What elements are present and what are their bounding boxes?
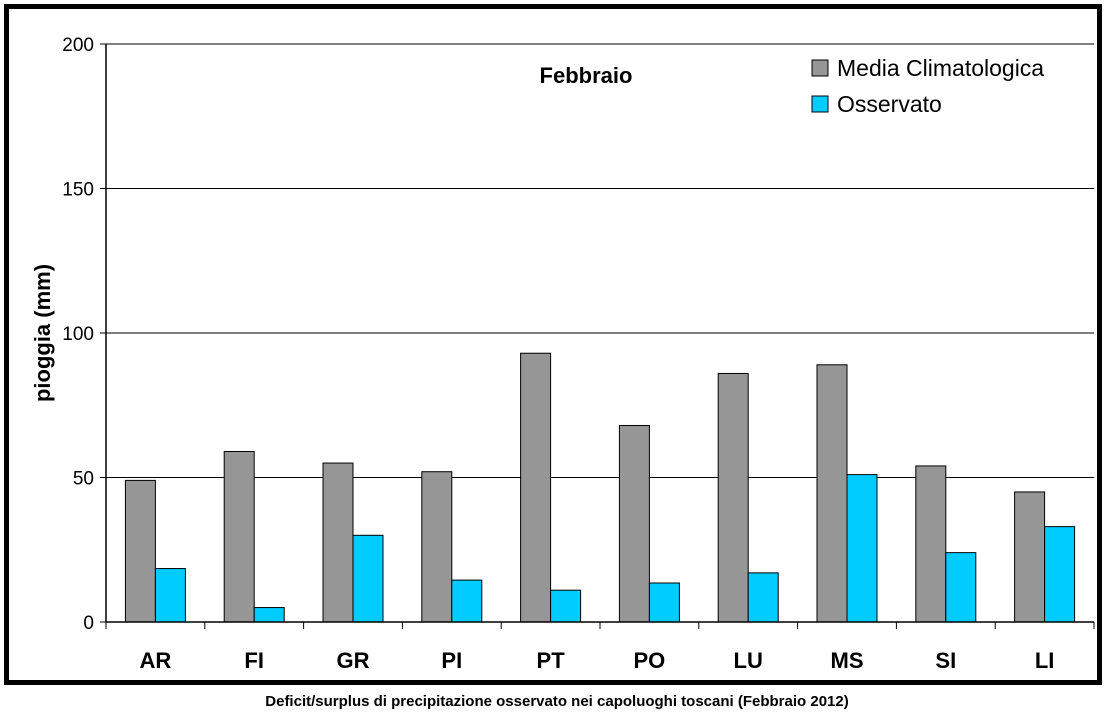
bar-media-pi bbox=[421, 471, 453, 623]
tick-labels: 0 50 100 150 200 AR FI GR PI PT PO LU MS SI LI bbox=[62, 35, 1054, 673]
axes bbox=[100, 43, 1095, 629]
chart-title: Febbraio bbox=[540, 63, 633, 88]
bar-media-gr bbox=[322, 462, 354, 623]
bar-osservato-pi bbox=[451, 579, 483, 623]
x-tick-label: PO bbox=[634, 648, 666, 673]
y-axis-label: pioggia (mm) bbox=[30, 264, 55, 402]
legend-swatch bbox=[811, 95, 829, 113]
x-tick-label: GR bbox=[337, 648, 370, 673]
bar-osservato-ar bbox=[154, 568, 186, 623]
bar-media-li bbox=[1014, 491, 1046, 623]
bars bbox=[124, 352, 1076, 623]
bar-osservato-ms bbox=[846, 474, 878, 623]
legend-label: Media Climatologica bbox=[837, 55, 1044, 81]
bar-media-pt bbox=[520, 352, 552, 623]
x-tick-label: PI bbox=[441, 648, 462, 673]
x-tick-label: SI bbox=[935, 648, 956, 673]
bar-osservato-pt bbox=[550, 589, 582, 623]
figure-caption: Deficit/surplus di precipitazione osserv… bbox=[265, 693, 849, 710]
bar-media-fi bbox=[223, 450, 255, 623]
legend-swatch bbox=[811, 59, 829, 77]
x-tick-label: LU bbox=[734, 648, 763, 673]
bar-media-po bbox=[618, 424, 650, 623]
bar-media-ms bbox=[816, 364, 848, 623]
y-tick-label: 50 bbox=[73, 469, 94, 490]
legend: Media Climatologica Osservato bbox=[811, 55, 1044, 117]
bar-chart: 0 50 100 150 200 AR FI GR PI PT PO LU MS SI LI Febbrai… bbox=[30, 35, 1095, 673]
gridlines bbox=[106, 43, 1094, 478]
y-tick-label: 150 bbox=[62, 180, 94, 201]
bar-media-lu bbox=[717, 372, 749, 623]
y-tick-label: 0 bbox=[83, 613, 94, 634]
bar-osservato-fi bbox=[253, 607, 285, 623]
y-tick-label: 200 bbox=[62, 35, 94, 56]
bar-osservato-li bbox=[1044, 526, 1076, 623]
x-tick-label: AR bbox=[140, 648, 172, 673]
bar-media-si bbox=[915, 465, 947, 623]
bar-osservato-gr bbox=[352, 534, 384, 623]
bar-media-ar bbox=[124, 479, 156, 623]
bar-osservato-lu bbox=[747, 572, 779, 623]
bar-osservato-si bbox=[945, 552, 977, 623]
x-tick-label: PT bbox=[537, 648, 566, 673]
bar-osservato-po bbox=[648, 582, 680, 623]
legend-label: Osservato bbox=[837, 91, 942, 117]
x-tick-label: MS bbox=[831, 648, 864, 673]
x-tick-label: FI bbox=[244, 648, 264, 673]
x-tick-label: LI bbox=[1035, 648, 1055, 673]
y-tick-label: 100 bbox=[62, 324, 94, 345]
